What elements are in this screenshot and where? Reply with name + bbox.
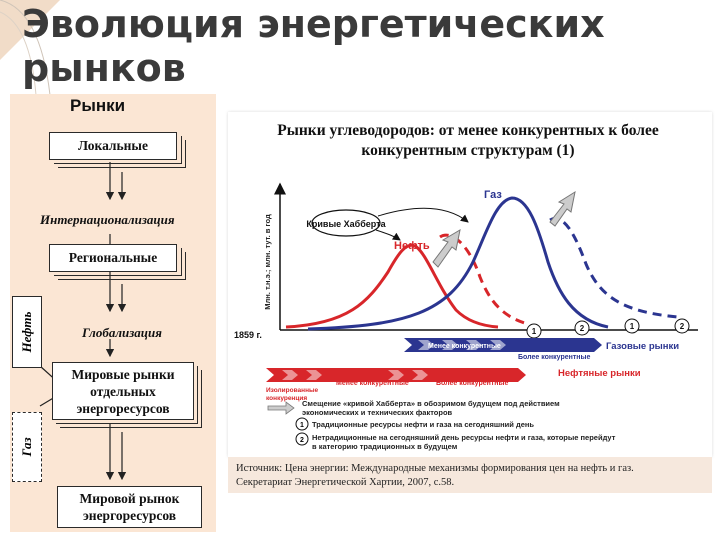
figure-title: Рынки углеводородов: от менее конкурентн… xyxy=(238,121,698,161)
regional-box-shadow-1 xyxy=(54,248,182,276)
legend-shift-icon xyxy=(267,401,295,415)
globalization-label: Глобализация xyxy=(82,325,162,340)
legend-2-num: 2 xyxy=(300,437,304,444)
hubbert-callout xyxy=(311,209,381,237)
world-separate-box-shadow-2 xyxy=(60,370,202,428)
oil-isolated-label-1: Изолированные xyxy=(266,387,319,394)
legend-2-line1: Нетрадиционные на сегодняшний день ресур… xyxy=(312,433,616,442)
oil-markets-label: Нефтяные рынки xyxy=(558,368,641,379)
source-line2: Секретариат Энергетической Хартии, 2007,… xyxy=(236,477,455,488)
figure-title-line2: конкурентным структурам (1) xyxy=(361,142,575,159)
world-market-line1: Мировой рынок xyxy=(79,491,180,506)
legend-shift-line2: экономических и технических факторов xyxy=(302,408,453,417)
internationalization-label: Интернационализация xyxy=(40,212,175,227)
gas-shift-arrow xyxy=(549,190,576,227)
gas-markets-arrow-band: Менее конкурентные Более конкурентные Га… xyxy=(404,338,679,361)
oil-more-competitive: Более конкурентные xyxy=(436,380,508,387)
oil-shift-arrow xyxy=(432,229,461,268)
gas-less-competitive: Менее конкурентные xyxy=(428,343,501,350)
y-axis-label: Млн. т.н.э.; млн. тут. в год xyxy=(263,214,272,310)
slide-title: Эволюция энергетических рынков xyxy=(22,2,605,90)
hubbert-label: Кривые Хабберта xyxy=(306,219,386,229)
gas-shifted-curve xyxy=(549,217,679,319)
local-markets-label: Локальные xyxy=(78,138,148,153)
oil-shifted-curve xyxy=(439,233,529,326)
start-year-label: 1859 г. xyxy=(234,330,262,340)
world-separate-box-shadow-1 xyxy=(56,366,198,424)
regional-box-shadow-2 xyxy=(58,252,186,280)
local-box-shadow-2 xyxy=(58,140,186,168)
source-note: Источник: Цена энергии: Международные ме… xyxy=(236,462,706,490)
world-separate-line2: отдельных xyxy=(90,384,156,399)
oil-isolated-label-2: конкуренция xyxy=(266,395,307,402)
figure-legend: Смещение «кривой Хабберта» в обозримом б… xyxy=(267,399,616,451)
oil-tag-label: Нефть xyxy=(19,311,34,353)
markets-heading: Рынки xyxy=(70,96,126,115)
gas-markets-label: Газовые рынки xyxy=(606,341,679,352)
legend-1-num: 1 xyxy=(300,422,304,429)
figure-title-line1: Рынки углеводородов: от менее конкурентн… xyxy=(277,122,659,139)
marker-traditional-oil-label: 1 xyxy=(532,327,537,336)
marker-traditional-gas-label: 1 xyxy=(630,322,635,331)
evolution-connectors xyxy=(39,162,127,481)
world-market-box: Мировой рынок энергоресурсов xyxy=(57,486,202,528)
oil-hubbert-curve xyxy=(285,243,499,329)
regional-markets-label: Региональные xyxy=(68,250,158,265)
gas-more-competitive: Более конкурентные xyxy=(518,354,590,361)
legend-1-circle xyxy=(295,417,309,431)
oil-markets-arrow-band: Изолированные конкуренция Менее конкурен… xyxy=(266,368,641,402)
oil-curve-label: Нефть xyxy=(394,240,430,252)
source-panel xyxy=(228,457,712,493)
gas-tag-label: Газ xyxy=(19,437,34,457)
world-separate-line1: Мировые рынки xyxy=(71,367,175,382)
oil-tag: Нефть xyxy=(12,296,42,368)
marker-traditional-gas xyxy=(624,318,640,334)
hydrocarbon-markets-figure xyxy=(228,112,712,457)
marker-nontraditional-gas xyxy=(674,318,690,334)
hubbert-pointer-gas xyxy=(377,207,469,223)
hubbert-pointer-oil xyxy=(375,229,401,241)
marker-nontraditional-gas-label: 2 xyxy=(680,322,685,331)
hubbert-curves-diagram: Млн. т.н.э.; млн. тут. в год 1859 г. Кри… xyxy=(234,182,698,451)
world-market-line2: энергоресурсов xyxy=(82,508,177,523)
gas-curve-label: Газ xyxy=(484,189,502,201)
legend-2-line2: в категорию традиционных в будущем xyxy=(312,442,458,451)
local-markets-box: Локальные xyxy=(49,132,177,160)
marker-nontraditional-oil-label: 2 xyxy=(580,324,585,333)
legend-1-text: Традиционные ресурсы нефти и газа на сег… xyxy=(312,420,534,429)
corner-decoration xyxy=(0,0,60,95)
slide-title-line2: рынков xyxy=(22,46,186,90)
world-separate-markets-box: Мировые рынки отдельных энергоресурсов xyxy=(52,362,194,420)
gas-tag: Газ xyxy=(12,412,42,482)
local-box-shadow-1 xyxy=(54,136,182,164)
legend-shift-line1: Смещение «кривой Хабберта» в обозримом б… xyxy=(302,399,560,408)
world-separate-line3: энергоресурсов xyxy=(76,401,170,416)
gas-hubbert-curve xyxy=(307,196,609,331)
regional-markets-box: Региональные xyxy=(49,244,177,272)
legend-2-circle xyxy=(295,432,309,446)
oil-less-competitive: Менее конкурентные xyxy=(336,380,409,387)
slide-title-line1: Эволюция энергетических xyxy=(22,2,605,46)
marker-nontraditional-oil xyxy=(574,320,590,336)
source-line1: Источник: Цена энергии: Международные ме… xyxy=(236,463,634,474)
